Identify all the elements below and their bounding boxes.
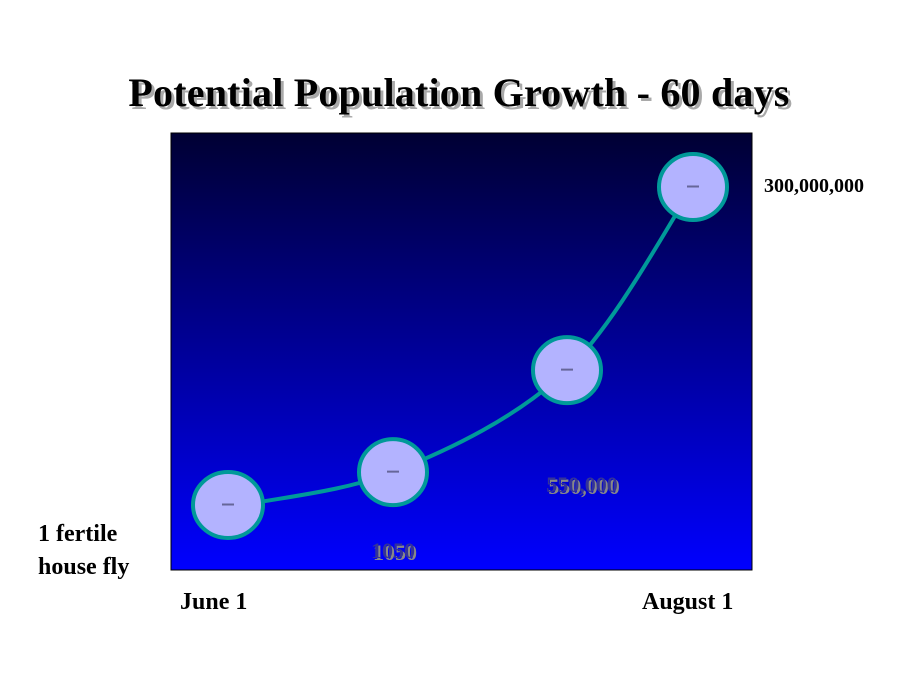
data-point-marker <box>531 335 603 406</box>
fly-icon <box>387 470 399 473</box>
data-label: 1050 <box>371 538 415 563</box>
data-point-marker <box>357 437 429 508</box>
data-label: 550,000 <box>546 472 618 497</box>
data-label-shadow: 1050 <box>373 540 417 565</box>
fly-icon <box>687 185 699 188</box>
x-tick-end: August 1 <box>642 589 734 615</box>
data-point-marker <box>191 470 265 540</box>
data-point-marker <box>657 152 729 222</box>
start-population-label: 1 fertile house fly <box>38 521 130 580</box>
chart-title: Potential Population Growth - 60 days <box>128 70 790 115</box>
growth-curve <box>227 185 695 511</box>
fly-icon <box>222 503 234 506</box>
data-label-shadow: 550,000 <box>548 474 620 499</box>
x-tick-start: June 1 <box>180 589 248 615</box>
series-layer <box>191 152 729 540</box>
end-population-label: 300,000,000 <box>764 175 864 197</box>
fly-icon <box>561 368 573 371</box>
plot-background <box>170 132 753 571</box>
